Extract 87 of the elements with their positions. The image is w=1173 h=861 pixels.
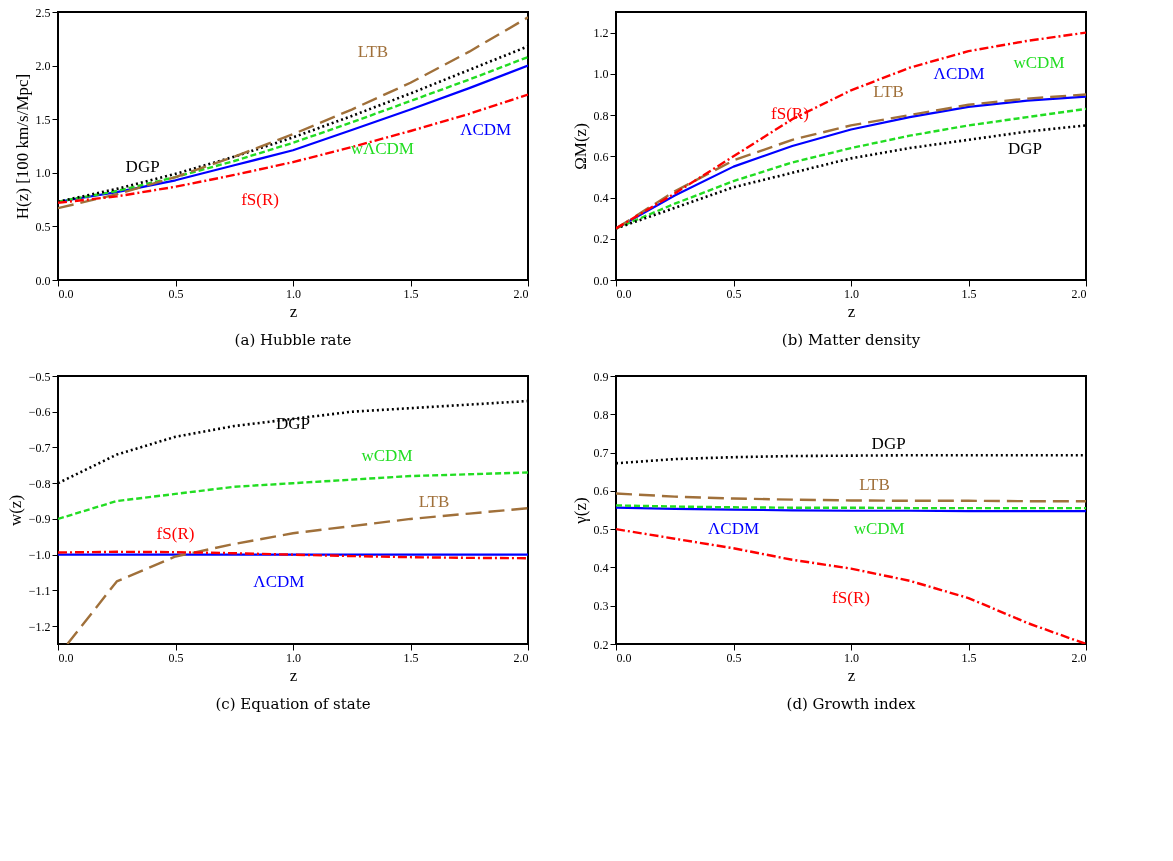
x-tick-label: 2.0 [513,650,529,665]
y-tick-label: 0.7 [593,446,609,461]
x-tick-label: 1.0 [844,286,859,301]
y-tick-label: −1.0 [28,548,51,563]
y-tick-label: 2.5 [35,5,51,20]
x-tick-label: 1.5 [403,286,419,301]
series-label: wΛCDM [350,138,414,158]
series-label: DGP [871,434,906,454]
series-label: wCDM [853,518,905,538]
x-tick-label: 0.5 [168,650,184,665]
y-tick-label: 0.5 [35,219,51,234]
x-tick-label: 2.0 [513,286,529,301]
line-series [616,31,1086,230]
y-tick-label: 1.0 [35,166,51,181]
y-tick-label: 0.4 [593,560,609,575]
x-tick-label: 1.0 [286,650,301,665]
y-tick-label: −0.6 [28,405,51,420]
x-axis-title: z [289,665,298,685]
x-tick-label: 0.5 [726,650,742,665]
series-label: LTB [873,82,904,102]
text: (d) Growth index [786,695,917,713]
x-axis-title: z [289,301,298,321]
series-label: fS(R) [832,588,870,608]
y-tick-label: 0.2 [593,637,609,652]
y-tick-label: −0.7 [28,440,51,455]
y-tick-label: 0.8 [593,108,609,123]
x-tick-label: 0.5 [168,286,184,301]
y-tick-label: −0.8 [28,476,51,491]
series-label: ΛCDM [707,518,760,538]
y-tick-label: 0.0 [593,273,609,288]
x-tick-label: 1.5 [961,286,977,301]
x-axis-title: z [847,665,856,685]
series-label: DGP [125,157,160,177]
x-axis-title: z [847,301,856,321]
y-tick-label: 1.5 [35,112,51,127]
series-label: ΛCDM [460,119,512,139]
y-tick-label: 0.2 [593,232,609,247]
y-tick-label: 0.8 [593,407,609,422]
y-tick-label: 0.3 [593,599,609,614]
series-label: fS(R) [771,103,809,123]
x-tick-label: 2.0 [1071,650,1087,665]
line-series [58,16,528,210]
y-tick-label: −0.9 [28,512,51,527]
series-label: ΛCDM [253,572,305,592]
y-tick-label: −1.2 [28,619,51,634]
series-label: fS(R) [241,189,279,209]
x-tick-label: 0.0 [58,650,74,665]
y-axis-title: H(z) [100 km/s/Mpc] [12,73,32,220]
y-tick-label: 0.9 [593,369,609,384]
y-tick-label: 2.0 [35,59,51,74]
x-tick-label: 0.0 [58,286,74,301]
x-tick-label: 1.0 [286,286,301,301]
x-tick-label: 0.0 [616,650,632,665]
text: wCDM [1013,52,1065,72]
y-tick-label: −0.5 [28,369,51,384]
series-label: LTB [418,491,450,511]
x-tick-label: 1.5 [403,650,419,665]
series-label: fS(R) [156,524,195,544]
series-label: DGP [275,414,311,434]
y-tick-label: 0.6 [593,149,609,164]
text: (a) Hubble rate [234,331,352,349]
series-label: ΛCDM [933,63,985,83]
y-axis-title: w(z) [5,494,25,527]
y-tick-label: 1.0 [593,67,609,82]
x-tick-label: 0.5 [726,286,742,301]
line-series [66,507,528,644]
line-series [58,550,528,560]
series-label: LTB [859,474,890,494]
series-label: LTB [357,42,389,62]
y-tick-label: 1.2 [593,26,609,41]
y-tick-label: 0.5 [593,522,609,537]
text: (b) Matter density [781,331,921,349]
text: (c) Equation of state [215,695,371,713]
y-axis-title: ΩM(z) [570,123,590,170]
x-tick-label: 0.0 [616,286,632,301]
x-tick-label: 1.5 [961,650,977,665]
y-tick-label: 0.6 [593,484,609,499]
y-tick-label: 0.0 [35,273,51,288]
series-label: DGP [1007,138,1042,158]
y-tick-label: −1.1 [28,583,51,598]
line-series [58,471,528,521]
line-series [616,492,1086,503]
x-tick-label: 1.0 [844,650,859,665]
y-tick-label: 0.4 [593,191,609,206]
y-axis-title: γ(z) [570,497,590,525]
series-label: wCDM [361,446,413,466]
x-tick-label: 2.0 [1071,286,1087,301]
